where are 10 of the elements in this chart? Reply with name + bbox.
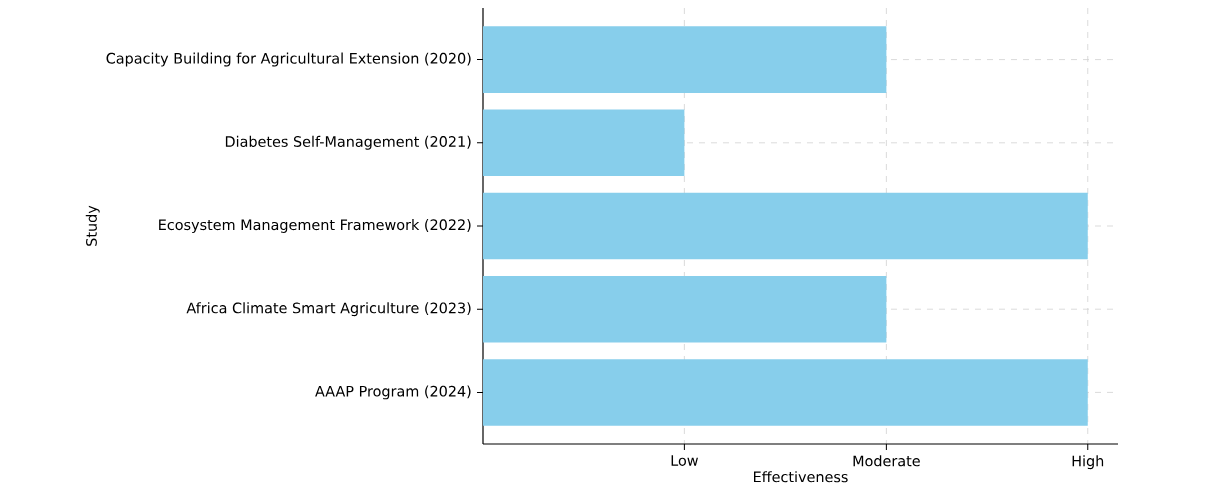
y-axis-title: Study — [85, 205, 100, 246]
x-axis-title: Effectiveness — [754, 471, 848, 483]
annotation: Low — [671, 455, 698, 466]
y-tick-label: AAAP Program (2024) — [315, 385, 471, 400]
annotation: High — [1072, 455, 1104, 470]
y-tick-label: Ecosystem Management Framework (2022) — [159, 219, 471, 233]
y-tick-label: Capacity Building for Agricultural Extension (2020) — [106, 52, 471, 67]
y-tick-label: Africa Climate Smart Agriculture (2023) — [186, 302, 471, 317]
y-tick-label: Diabetes Self-Management (2021) — [225, 135, 471, 150]
annotation: Moderate — [853, 455, 920, 467]
